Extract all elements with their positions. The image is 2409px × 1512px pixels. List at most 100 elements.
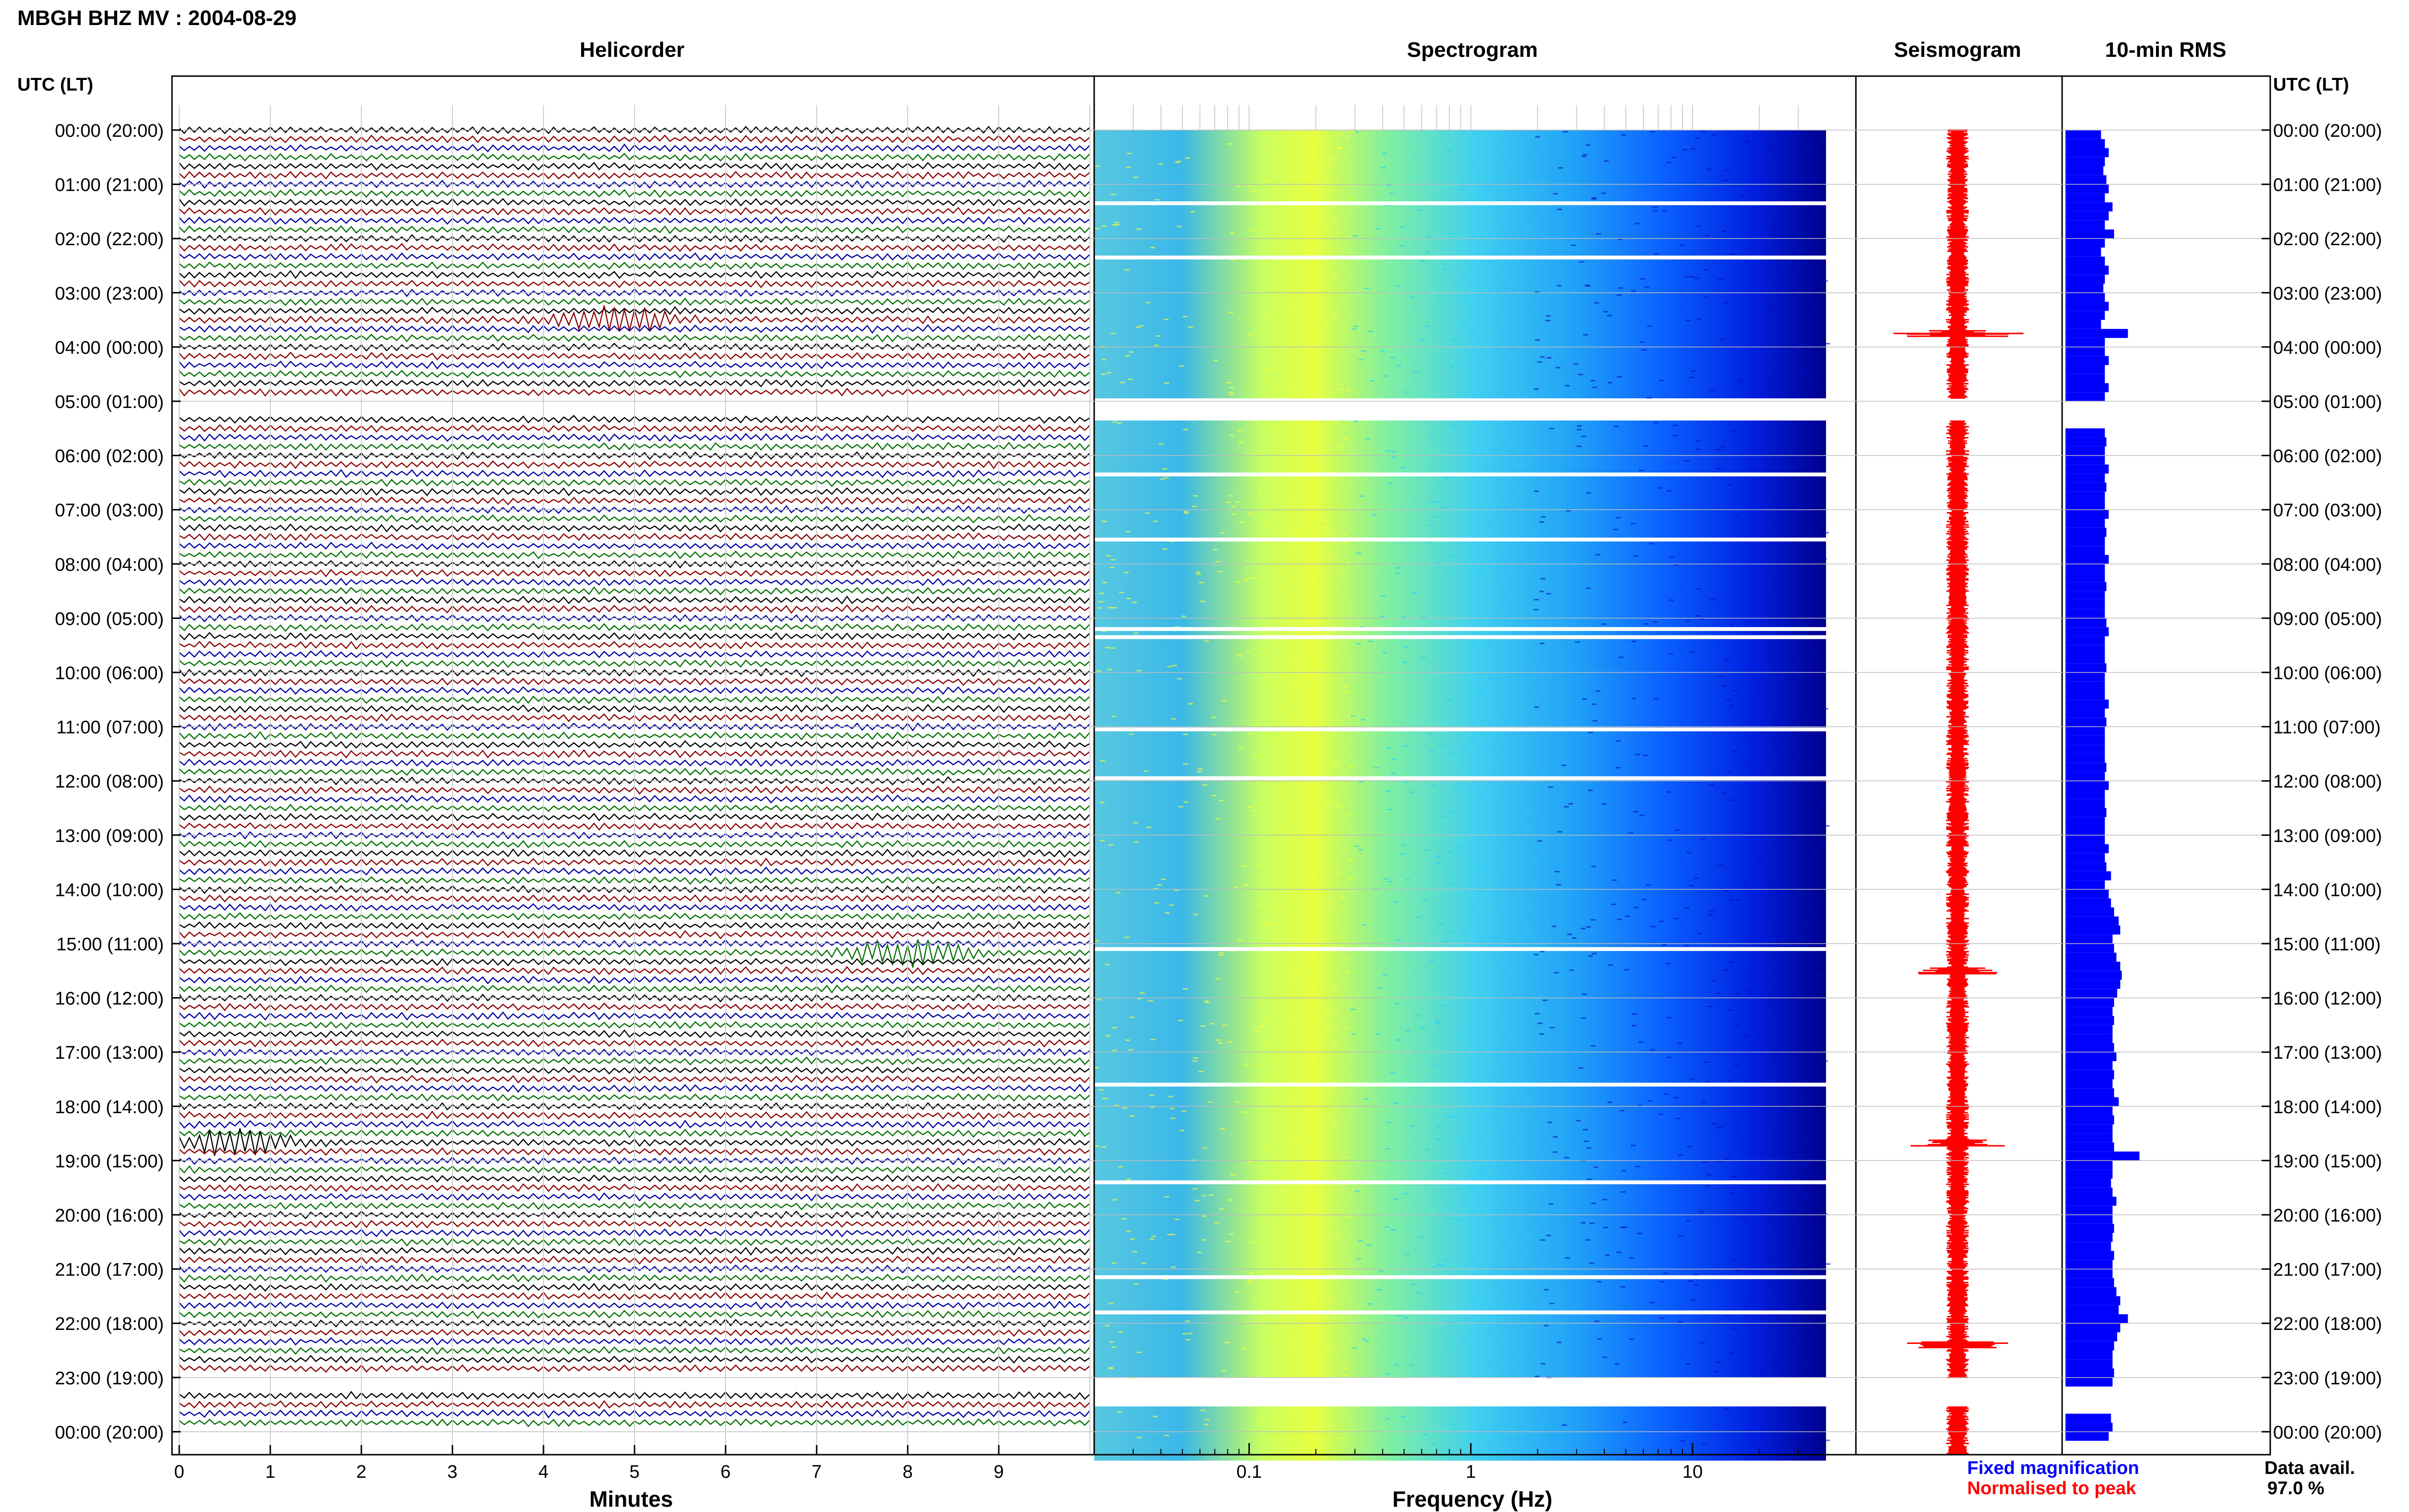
spectrogram-cell — [1714, 1370, 1719, 1372]
minute-tick-label: 6 — [720, 1462, 730, 1482]
spectrogram-cell — [1403, 781, 1408, 783]
spectrogram-cell — [1635, 1166, 1641, 1168]
spectrogram-cell — [1156, 884, 1162, 886]
spectrogram-cell — [1405, 879, 1411, 881]
spectrogram-cell — [1385, 1148, 1390, 1150]
spectrogram-cell — [1774, 1366, 1779, 1368]
spectrogram-cell — [1731, 430, 1736, 432]
spectrogram-cell — [1229, 392, 1234, 394]
spectrogram-cell — [1824, 532, 1829, 534]
legend-normalised-to-peak: Normalised to peak — [1967, 1478, 2136, 1499]
hour-label-right: 01:00 (21:00) — [2273, 175, 2382, 196]
spectrogram-cell — [1137, 670, 1142, 671]
spectrogram-cell — [1801, 372, 1807, 374]
spectrogram-cell — [1300, 670, 1306, 672]
spectrogram-cell — [1195, 571, 1201, 573]
rms-bar — [2065, 1215, 2113, 1224]
spectrogram-cell — [1632, 1013, 1637, 1015]
spectrogram-cell — [1734, 1024, 1739, 1026]
spectrogram-cell — [1334, 277, 1339, 279]
spectrogram-cell — [1377, 1289, 1382, 1291]
spectrogram-cell — [1246, 1282, 1252, 1284]
spectrogram-cell — [1204, 1000, 1209, 1002]
spectrogram-cell — [1809, 906, 1814, 907]
spectrogram-cell — [1729, 623, 1734, 625]
spectrogram-cell — [1446, 1452, 1452, 1454]
spectrogram-cell — [1315, 1014, 1321, 1016]
spectrogram-cell — [1586, 587, 1591, 589]
spectrogram-cell — [1387, 881, 1392, 882]
spectrogram-cell — [1633, 907, 1639, 908]
rms-bar — [2065, 220, 2105, 230]
spectrogram-cell — [1669, 556, 1675, 558]
spectrogram-cell — [1694, 877, 1699, 879]
spectrogram-cell — [1544, 1288, 1549, 1290]
spectrogram-cell — [1547, 357, 1552, 359]
spectrogram-cell — [1504, 525, 1509, 526]
spectrogram-cell — [1385, 1373, 1390, 1375]
spectrogram-cell — [1549, 1026, 1555, 1028]
spectrogram-cell — [1718, 864, 1723, 866]
rms-bar — [2065, 1079, 2113, 1089]
frequency-tick-label: 0.1 — [1236, 1462, 1262, 1482]
spectrogram-cell — [1401, 844, 1406, 846]
hour-label-left: 20:00 (16:00) — [55, 1206, 164, 1226]
spectrogram-cell — [1350, 1009, 1356, 1011]
spectrogram-cell — [1771, 1055, 1776, 1057]
spectrogram-cell — [1120, 381, 1125, 383]
spectrogram-cell — [1727, 772, 1732, 774]
spectrogram-cell — [1525, 930, 1530, 932]
rms-bar — [2065, 1278, 2114, 1288]
spectrogram-cell — [1390, 1072, 1395, 1074]
spectrogram-cell — [1366, 1244, 1372, 1246]
rms-bar — [2065, 736, 2105, 745]
spectrogram-cell — [1497, 552, 1503, 554]
spectrogram-cell — [1749, 742, 1755, 744]
spectrogram-cell — [1316, 307, 1322, 309]
spectrogram-cell — [1344, 438, 1349, 440]
rms-bar — [2065, 1016, 2114, 1025]
spectrogram-cell — [1201, 1025, 1206, 1027]
spectrogram-cell — [1277, 1445, 1282, 1447]
spectrogram-cell — [1275, 1058, 1280, 1060]
spectrogram-cell — [1590, 1045, 1596, 1047]
spectrogram-cell — [1389, 192, 1394, 194]
spectrogram-cell — [1696, 225, 1701, 227]
spectrogram-cell — [1643, 754, 1648, 756]
spectrogram-cell — [1318, 1039, 1323, 1040]
spectrogram-cell — [1458, 1142, 1464, 1144]
spectrogram-cell — [1705, 1185, 1710, 1187]
spectrogram-cell — [1291, 980, 1296, 982]
spectrogram-cell — [1306, 144, 1311, 146]
spectrogram-cell — [1169, 904, 1174, 906]
rms-bar — [2065, 518, 2105, 528]
spectrogram-cell — [1410, 296, 1415, 298]
spectrogram-cell — [1127, 378, 1133, 380]
spectrogram-cell — [1443, 941, 1448, 943]
spectrogram-cell — [1639, 815, 1644, 816]
spectrogram-cell — [1724, 890, 1730, 892]
rms-bar — [2065, 365, 2105, 374]
spectrogram-cell — [1323, 229, 1328, 231]
spectrogram-cell — [1718, 278, 1723, 280]
spectrogram-cell — [1346, 813, 1351, 815]
spectrogram-cell — [1631, 1025, 1637, 1026]
rms-bar — [2065, 600, 2105, 609]
spectrogram-cell — [1678, 1235, 1683, 1236]
spectrogram-cell — [1684, 945, 1689, 947]
spectrogram-cell — [1729, 961, 1734, 963]
spectrogram-cell — [1184, 512, 1189, 514]
spectrogram-cell — [1167, 666, 1172, 668]
spectrogram-cell — [1583, 1129, 1588, 1131]
spectrogram-cell — [1230, 1174, 1235, 1176]
spectrogram-cell — [1806, 476, 1812, 478]
spectrogram-cell — [1269, 695, 1274, 697]
spectrogram-cell — [1816, 722, 1821, 724]
spectrogram-cell — [1130, 1238, 1135, 1240]
rms-bar — [2065, 763, 2106, 772]
spectrogram-cell — [1185, 1339, 1191, 1341]
spectrogram-cell — [1324, 1029, 1330, 1031]
rms-bar — [2065, 636, 2105, 645]
spectrogram-cell — [1788, 669, 1793, 671]
hour-label-left: 11:00 (07:00) — [56, 718, 164, 738]
